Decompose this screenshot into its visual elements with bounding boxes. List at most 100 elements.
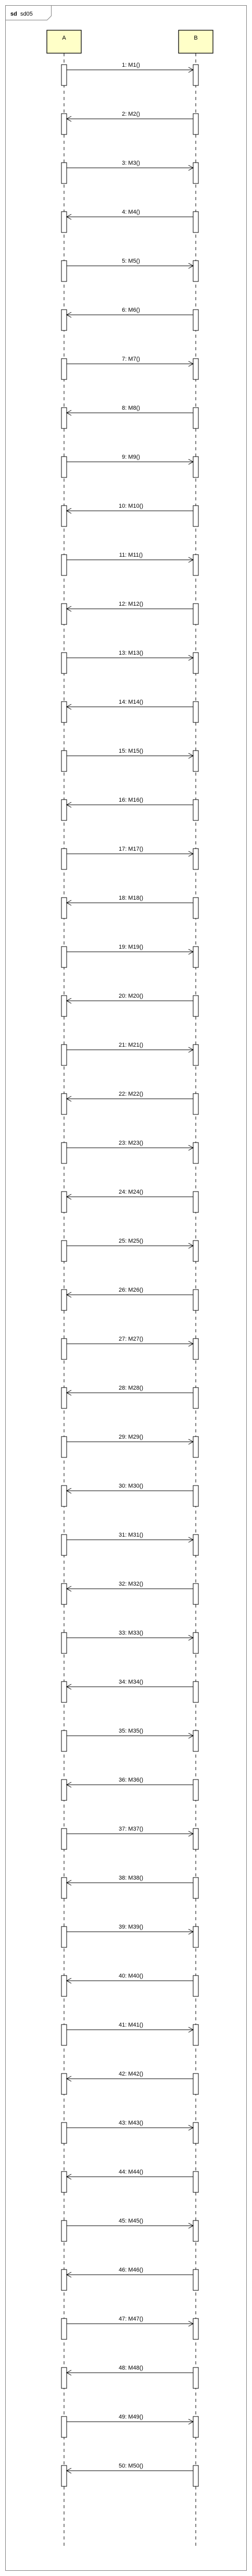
activation-receiver-34 bbox=[61, 1681, 67, 1703]
message-arrowhead-35 bbox=[188, 1733, 194, 1739]
activation-receiver-8 bbox=[61, 407, 67, 429]
activation-receiver-19 bbox=[193, 946, 199, 968]
activation-sender-24 bbox=[193, 1191, 199, 1213]
activation-sender-40 bbox=[193, 1975, 199, 1997]
activation-receiver-11 bbox=[193, 554, 199, 576]
participant-b-label: B bbox=[194, 35, 197, 41]
activation-sender-46 bbox=[193, 2269, 199, 2291]
message-label-44: 44: M44() bbox=[119, 2169, 143, 2175]
activation-sender-35 bbox=[61, 1730, 67, 1752]
message-label-17: 17: M17() bbox=[119, 846, 143, 852]
message-label-3: 3: M3() bbox=[122, 160, 140, 166]
activation-receiver-43 bbox=[193, 2122, 199, 2144]
activation-sender-50 bbox=[193, 2465, 199, 2487]
activation-receiver-31 bbox=[193, 1534, 199, 1556]
activation-sender-38 bbox=[193, 1877, 199, 1899]
frame-keyword: sd bbox=[10, 11, 17, 17]
activation-sender-15 bbox=[61, 750, 67, 772]
activation-sender-30 bbox=[193, 1485, 199, 1507]
message-arrowhead-5 bbox=[188, 263, 194, 269]
message-label-50: 50: M50() bbox=[119, 2463, 143, 2469]
participant-a-box[interactable] bbox=[46, 30, 82, 54]
message-label-20: 20: M20() bbox=[119, 993, 143, 999]
message-arrowhead-47 bbox=[188, 2321, 194, 2327]
activation-sender-8 bbox=[193, 407, 199, 429]
message-label-4: 4: M4() bbox=[122, 209, 140, 215]
activation-sender-39 bbox=[61, 1926, 67, 1948]
message-label-6: 6: M6() bbox=[122, 307, 140, 313]
activation-sender-32 bbox=[193, 1583, 199, 1605]
message-label-16: 16: M16() bbox=[119, 797, 143, 803]
message-label-27: 27: M27() bbox=[119, 1336, 143, 1342]
activation-receiver-38 bbox=[61, 1877, 67, 1899]
activation-sender-5 bbox=[61, 260, 67, 282]
message-label-28: 28: M28() bbox=[119, 1385, 143, 1391]
message-label-23: 23: M23() bbox=[119, 1140, 143, 1146]
activation-sender-14 bbox=[193, 701, 199, 723]
message-arrowhead-26 bbox=[66, 1292, 72, 1298]
activation-sender-28 bbox=[193, 1387, 199, 1409]
message-label-1: 1: M1() bbox=[122, 62, 140, 68]
message-label-13: 13: M13() bbox=[119, 650, 143, 656]
activation-sender-10 bbox=[193, 505, 199, 527]
message-arrowhead-28 bbox=[66, 1390, 72, 1396]
activation-sender-25 bbox=[61, 1240, 67, 1262]
activation-sender-3 bbox=[61, 162, 67, 184]
message-arrowhead-43 bbox=[188, 2125, 194, 2131]
message-label-33: 33: M33() bbox=[119, 1630, 143, 1636]
activation-receiver-46 bbox=[61, 2269, 67, 2291]
activation-receiver-3 bbox=[193, 162, 199, 184]
message-arrowhead-17 bbox=[188, 851, 194, 857]
activation-sender-13 bbox=[61, 652, 67, 674]
activation-sender-18 bbox=[193, 897, 199, 919]
message-arrowhead-3 bbox=[188, 165, 194, 171]
message-arrowhead-42 bbox=[66, 2076, 72, 2082]
message-label-9: 9: M9() bbox=[122, 454, 140, 460]
message-label-29: 29: M29() bbox=[119, 1434, 143, 1440]
message-label-7: 7: M7() bbox=[122, 356, 140, 362]
message-arrowhead-36 bbox=[66, 1782, 72, 1788]
activation-receiver-23 bbox=[193, 1142, 199, 1164]
activation-sender-19 bbox=[61, 946, 67, 968]
activation-receiver-39 bbox=[193, 1926, 199, 1948]
message-label-26: 26: M26() bbox=[119, 1287, 143, 1293]
activation-receiver-30 bbox=[61, 1485, 67, 1507]
activation-sender-12 bbox=[193, 603, 199, 625]
messages: 1: M1() 2: M2() 3: M3() 4: M4() 5: M5() 6: M6… bbox=[66, 62, 194, 2474]
participant-b-box[interactable] bbox=[178, 30, 213, 54]
activation-receiver-35 bbox=[193, 1730, 199, 1752]
message-label-38: 38: M38() bbox=[119, 1875, 143, 1881]
message-arrowhead-9 bbox=[188, 459, 194, 465]
activation-receiver-9 bbox=[193, 456, 199, 478]
message-arrowhead-15 bbox=[188, 753, 194, 759]
participant-a-label: A bbox=[62, 35, 66, 41]
message-arrowhead-11 bbox=[188, 557, 194, 563]
activation-receiver-37 bbox=[193, 1828, 199, 1850]
message-arrowhead-24 bbox=[66, 1194, 72, 1200]
frame-name: sd05 bbox=[20, 11, 33, 17]
message-label-43: 43: M43() bbox=[119, 2120, 143, 2126]
message-arrowhead-22 bbox=[66, 1096, 72, 1102]
message-label-48: 48: M48() bbox=[119, 2365, 143, 2371]
activation-receiver-2 bbox=[61, 113, 67, 135]
activation-receiver-44 bbox=[61, 2171, 67, 2193]
activation-receiver-33 bbox=[193, 1632, 199, 1654]
message-arrowhead-38 bbox=[66, 1880, 72, 1886]
activation-sender-9 bbox=[61, 456, 67, 478]
activation-receiver-26 bbox=[61, 1289, 67, 1311]
activation-sender-42 bbox=[193, 2073, 199, 2095]
activation-receiver-24 bbox=[61, 1191, 67, 1213]
message-arrowhead-14 bbox=[66, 704, 72, 710]
message-label-12: 12: M12() bbox=[119, 601, 143, 607]
message-label-19: 19: M19() bbox=[119, 944, 143, 950]
message-arrowhead-21 bbox=[188, 1047, 194, 1053]
activation-receiver-32 bbox=[61, 1583, 67, 1605]
activation-receiver-13 bbox=[193, 652, 199, 674]
activation-sender-29 bbox=[61, 1436, 67, 1458]
activation-receiver-40 bbox=[61, 1975, 67, 1997]
message-label-34: 34: M34() bbox=[119, 1679, 143, 1685]
message-label-37: 37: M37() bbox=[119, 1826, 143, 1832]
activation-sender-26 bbox=[193, 1289, 199, 1311]
activation-sender-16 bbox=[193, 799, 199, 821]
